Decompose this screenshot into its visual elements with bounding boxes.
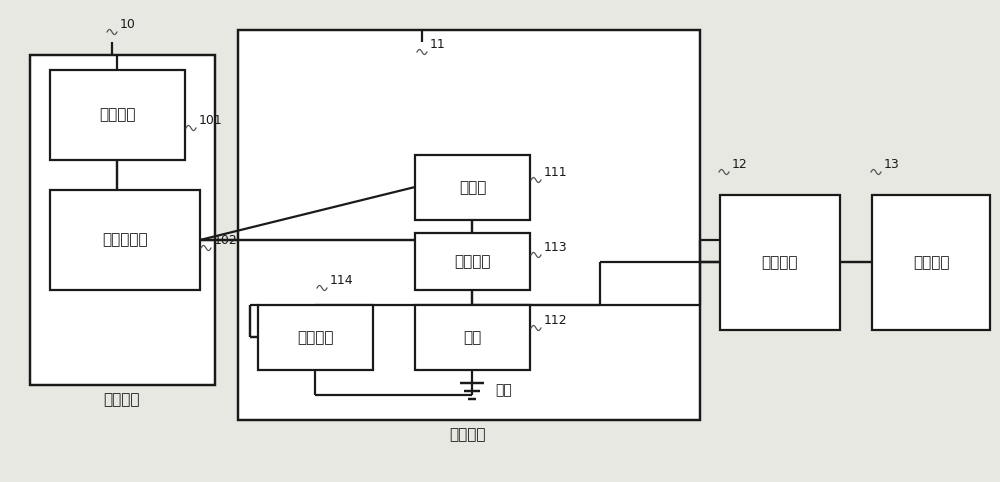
Text: 采样模块: 采样模块 <box>104 392 140 407</box>
Text: 采样单元: 采样单元 <box>99 107 136 122</box>
Text: 112: 112 <box>544 314 568 327</box>
Bar <box>258 305 373 370</box>
Text: 101: 101 <box>199 115 223 128</box>
Bar <box>415 155 530 220</box>
Bar <box>720 195 840 330</box>
Text: 第二电阻: 第二电阻 <box>297 330 334 345</box>
Text: 第一电阻: 第一电阻 <box>454 254 491 269</box>
Bar <box>238 30 700 420</box>
Text: 11: 11 <box>430 39 446 52</box>
Text: 114: 114 <box>330 275 354 287</box>
Text: 接地: 接地 <box>495 383 512 397</box>
Text: 二极管: 二极管 <box>459 180 486 195</box>
Bar <box>415 233 530 290</box>
Text: 13: 13 <box>884 159 900 172</box>
Bar <box>50 70 185 160</box>
Text: 驱动模块: 驱动模块 <box>913 255 949 270</box>
Text: 10: 10 <box>120 18 136 31</box>
Text: 111: 111 <box>544 166 568 179</box>
Text: 电容: 电容 <box>463 330 482 345</box>
Text: 判断模块: 判断模块 <box>762 255 798 270</box>
Text: 12: 12 <box>732 159 748 172</box>
Bar <box>415 305 530 370</box>
Text: 差分放大器: 差分放大器 <box>102 232 148 247</box>
Bar <box>30 55 215 385</box>
Bar <box>872 195 990 330</box>
Text: 102: 102 <box>214 235 238 247</box>
Text: 113: 113 <box>544 241 568 254</box>
Text: 处理模块: 处理模块 <box>450 428 486 442</box>
Bar <box>50 190 200 290</box>
